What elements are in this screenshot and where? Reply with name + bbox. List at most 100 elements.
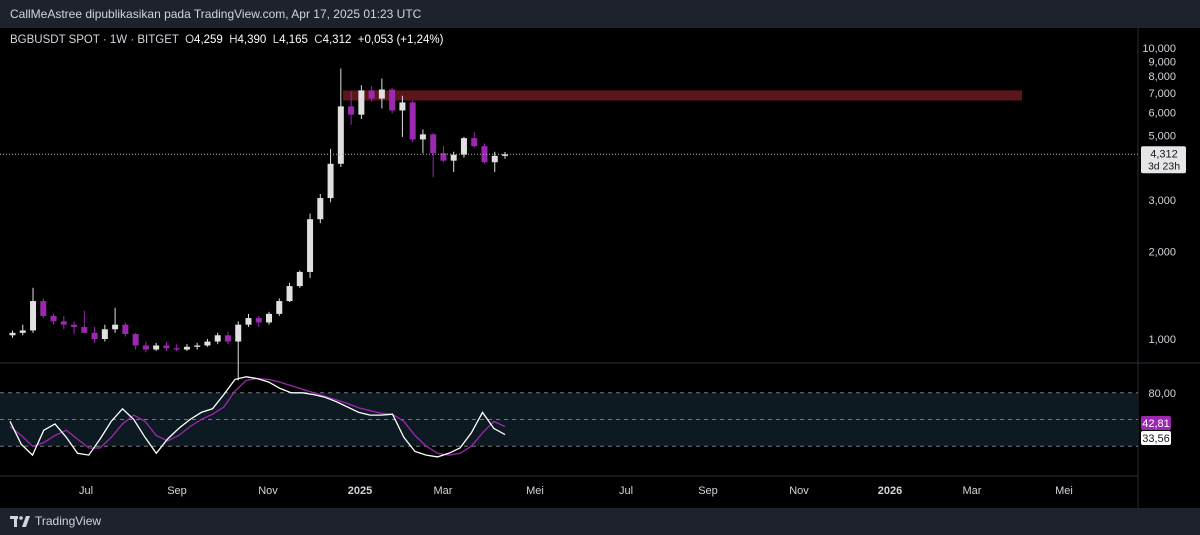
candle-body [81, 326, 88, 333]
price-tick-label: 2,000 [1148, 246, 1176, 258]
candle-body [173, 348, 180, 350]
candle-body [348, 106, 355, 115]
candle-body [286, 286, 293, 302]
candle-body [266, 313, 273, 323]
price-tick-label: 8,000 [1148, 71, 1176, 83]
candle-body [71, 324, 78, 327]
candle-body [358, 90, 365, 115]
candle-body [40, 301, 47, 316]
price-tick-label: 1,000 [1148, 334, 1176, 346]
candle-body [481, 146, 488, 163]
candle-body [389, 89, 396, 111]
candle-body [183, 346, 190, 350]
resistance-zone [343, 90, 1022, 101]
low-value: 4,165 [279, 34, 308, 46]
candle-body [491, 155, 498, 163]
tradingview-logo-icon [10, 515, 30, 527]
time-tick-label: Sep [167, 485, 187, 497]
stochastic-tag-1: 42,81 [1142, 418, 1170, 430]
candle-body [214, 335, 221, 342]
symbol-header: BGBUSDT SPOT · 1W · BITGET O4,259 H4,390… [10, 34, 443, 46]
stochastic-k-line [9, 376, 506, 458]
time-tick-label: 2025 [348, 485, 372, 497]
candle-body [317, 198, 324, 220]
time-tick-label: Mei [526, 485, 544, 497]
candle-body [30, 301, 37, 331]
candle-body [276, 301, 283, 314]
candle-body [204, 341, 211, 346]
candle-body [91, 332, 98, 339]
chart-pane[interactable]: 1,0002,0003,0004,0005,0006,0007,0008,000… [0, 28, 1200, 508]
candle-body [327, 163, 334, 199]
last-price-tag-bg [1141, 146, 1186, 174]
candle-body [19, 330, 26, 333]
candle-body [378, 89, 385, 99]
candle-body [307, 219, 314, 272]
candle-body [245, 318, 252, 325]
footer-bar: TradingView [0, 508, 1200, 535]
publisher-info: CallMeAstree dipublikasikan pada Trading… [10, 7, 422, 21]
candle-body [60, 321, 67, 325]
stochastic-tag-2: 33,56 [1142, 433, 1170, 445]
candle-body [430, 134, 437, 154]
candle-body [132, 334, 139, 346]
candle-body [101, 329, 108, 339]
time-tick-label: Jul [619, 485, 633, 497]
candle-body [255, 318, 262, 323]
time-tick-label: Mei [1055, 485, 1073, 497]
candle-body [460, 138, 467, 155]
low-label: L [272, 34, 280, 46]
stochastic-tag-2-bg [1141, 431, 1171, 445]
candle-body [450, 154, 457, 161]
symbol-line: BGBUSDT SPOT · 1W · BITGET [10, 34, 179, 46]
candle-body [502, 154, 508, 156]
brand-name: TradingView [35, 514, 102, 528]
price-tick-label: 6,000 [1148, 108, 1176, 120]
time-tick-label: Nov [258, 485, 278, 497]
price-tick-label: 3,000 [1148, 195, 1176, 207]
price-tick-label: 5,000 [1148, 131, 1176, 143]
candle-body [471, 138, 478, 147]
tradingview-logo[interactable]: TradingView [10, 514, 101, 528]
candle-body [399, 102, 406, 111]
candle-body [112, 324, 119, 330]
time-tick-label: Nov [789, 485, 809, 497]
time-tick-label: 2026 [878, 485, 902, 497]
time-tick-label: Jul [79, 485, 93, 497]
stochastic-level-label: 80,00 [1148, 388, 1176, 400]
candle-body [224, 335, 231, 342]
high-value: 4,390 [237, 34, 267, 46]
candle-body [153, 345, 160, 350]
candle-body [9, 332, 16, 336]
time-tick-label: Mar [963, 485, 982, 497]
candle-body [122, 324, 129, 335]
high-label: H [229, 34, 238, 46]
candle-body [194, 345, 201, 347]
close-label: C [314, 34, 323, 46]
candle-body [337, 106, 344, 164]
candle-body [409, 102, 416, 140]
open-label: O [185, 34, 195, 46]
time-tick-label: Mar [434, 485, 453, 497]
candle-body [142, 345, 149, 350]
candle-body [235, 324, 242, 342]
change-value: +0,053 (+1,24%) [357, 34, 444, 46]
time-tick-label: Sep [698, 485, 718, 497]
candle-body [419, 134, 426, 140]
candle-body [163, 345, 170, 349]
open-value: 4,259 [194, 34, 223, 46]
candle-body [296, 271, 303, 287]
price-tick-label: 9,000 [1148, 56, 1176, 68]
stochastic-tag-1-bg [1141, 416, 1171, 430]
price-tick-label: 7,000 [1148, 88, 1176, 100]
candle-body [440, 153, 447, 161]
candle-body [50, 315, 57, 322]
price-tick-label: 10,000 [1142, 43, 1176, 55]
last-price-tag: 4,312 [1150, 148, 1178, 160]
publish-bar: CallMeAstree dipublikasikan pada Trading… [0, 0, 1200, 28]
close-value: 4,312 [322, 34, 352, 46]
candlestick-chart[interactable]: 1,0002,0003,0004,0005,0006,0007,0008,000… [0, 28, 1200, 508]
countdown-tag: 3d 23h [1148, 160, 1180, 172]
candle-body [368, 90, 375, 99]
